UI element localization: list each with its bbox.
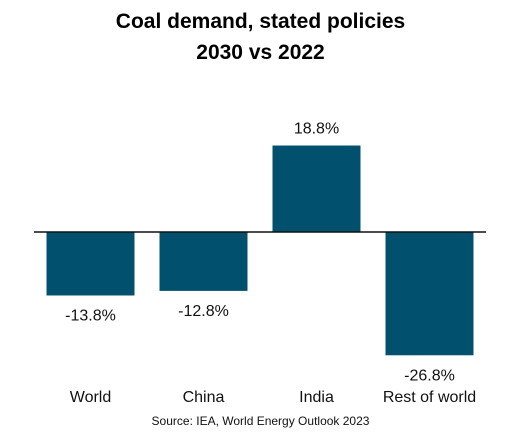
bars-layer <box>46 145 474 356</box>
category-label: World <box>70 389 112 406</box>
labels-layer: -13.8% World -12.8% China 18.8% India -26.8% Re… <box>65 121 476 406</box>
bar-china <box>159 232 248 291</box>
category-label: Rest of world <box>383 389 476 406</box>
bar-rest-of-world <box>385 232 474 356</box>
value-label: -13.8% <box>65 307 116 324</box>
category-label: China <box>183 389 225 406</box>
value-label: -26.8% <box>404 367 455 384</box>
chart-title: Coal demand, stated policies <box>115 10 406 33</box>
chart-title-block: Coal demand, stated policies 2030 vs 202… <box>0 6 521 68</box>
value-label: -12.8% <box>178 303 229 320</box>
bar-world <box>46 232 135 296</box>
value-label: 18.8% <box>294 121 339 138</box>
category-label: India <box>299 389 334 406</box>
source-note: Source: IEA, World Energy Outlook 2023 <box>151 414 370 428</box>
chart-subtitle: 2030 vs 2022 <box>196 41 325 64</box>
bar-india <box>272 145 361 232</box>
